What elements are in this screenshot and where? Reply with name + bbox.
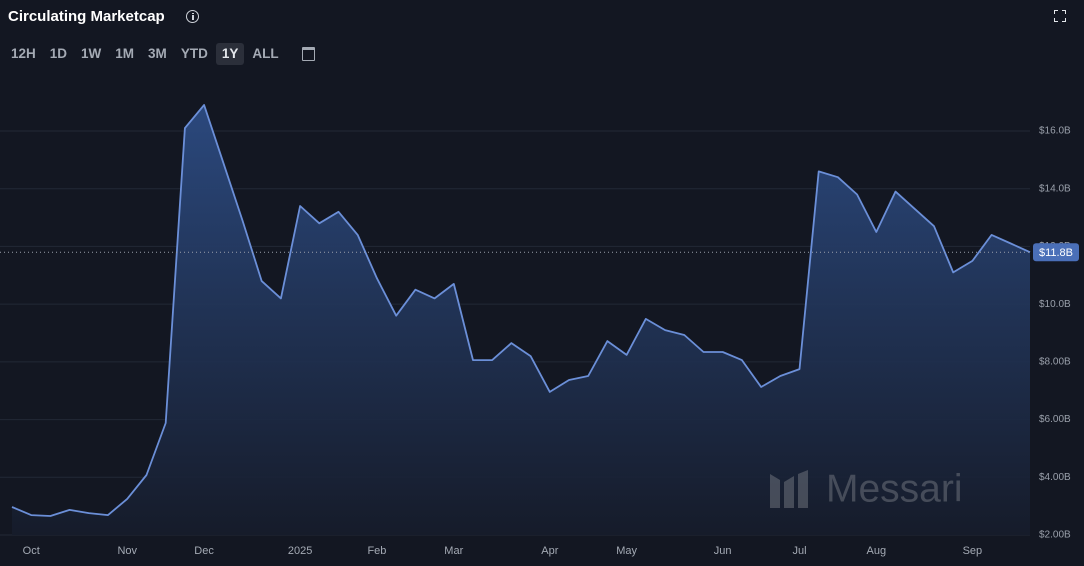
y-tick-label: $10.0B: [1039, 299, 1071, 310]
y-tick-label: $6.00B: [1039, 414, 1071, 425]
x-tick-label: Dec: [194, 545, 214, 557]
y-tick-label: $14.0B: [1039, 183, 1071, 194]
x-tick-label: Jul: [792, 545, 806, 557]
range-button[interactable]: ALL: [252, 46, 279, 61]
y-tick-label: $2.00B: [1039, 530, 1071, 541]
y-tick-label: $4.00B: [1039, 472, 1071, 483]
range-button[interactable]: 3M: [148, 46, 167, 61]
axes: $2.00B$4.00B$6.00B$8.00B$10.0B$12.0B$14.…: [0, 126, 1079, 557]
range-selector: 12H 1D 1W 1M 3M YTD 1Y ALL: [5, 43, 285, 65]
watermark: Messari: [770, 467, 963, 510]
y-tick-label: $8.00B: [1039, 356, 1071, 367]
range-button[interactable]: 1D: [49, 46, 68, 61]
x-tick-label: Oct: [23, 545, 40, 557]
chart-title: Circulating Marketcap: [8, 8, 165, 25]
x-tick-label: 2025: [288, 545, 312, 557]
range-button[interactable]: 12H: [11, 46, 36, 61]
plot: [11, 104, 1031, 535]
x-tick-label: Nov: [117, 545, 137, 557]
expand-icon[interactable]: [1054, 10, 1066, 22]
watermark-logo: [770, 470, 808, 508]
current-label: $11.8B: [1039, 247, 1073, 259]
range-button[interactable]: 1M: [115, 46, 135, 61]
expand-glyph: [1054, 10, 1066, 22]
line: [11, 104, 1031, 517]
x-tick-label: Jun: [714, 545, 732, 557]
x-tick-label: Apr: [541, 545, 558, 557]
x-tick-label: Sep: [963, 545, 983, 557]
area: [12, 105, 1030, 535]
y-tick-label: $16.0B: [1039, 126, 1071, 137]
info-icon[interactable]: [186, 10, 199, 23]
x-tick-label: Aug: [867, 545, 887, 557]
calendar-icon[interactable]: [302, 47, 315, 61]
x-tick-label: Mar: [444, 545, 463, 557]
range-button[interactable]: 1Y: [215, 43, 245, 65]
x-tick-label: May: [616, 545, 637, 557]
range-button[interactable]: YTD: [180, 46, 208, 61]
watermark-text: Messari: [826, 467, 963, 510]
current-badge: [1033, 243, 1079, 262]
x-tick-label: Feb: [367, 545, 386, 557]
range-button[interactable]: 1W: [81, 46, 102, 61]
